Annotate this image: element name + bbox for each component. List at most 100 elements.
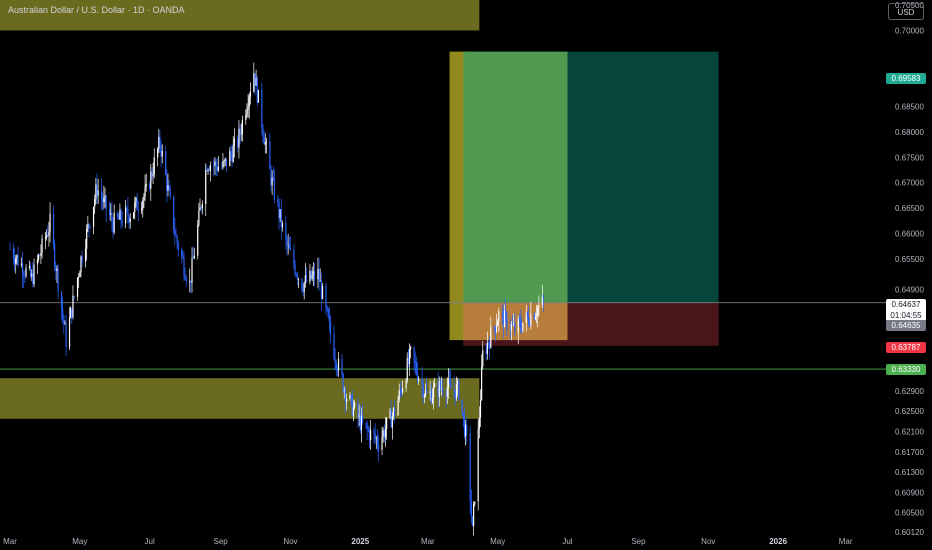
- candle-body: [175, 234, 177, 237]
- demand-zone: [0, 378, 480, 419]
- candle-body: [297, 278, 300, 280]
- candle-body: [281, 223, 284, 228]
- candle-body: [509, 329, 511, 331]
- candle-body: [214, 161, 216, 166]
- candle-body: [537, 307, 539, 316]
- candle-body: [470, 501, 472, 517]
- candle-body: [369, 429, 372, 441]
- candle-body: [381, 437, 383, 450]
- price-tick: 0.66500: [895, 204, 924, 213]
- candle-body: [224, 158, 226, 161]
- candle-body: [216, 166, 218, 171]
- candle-body: [137, 210, 139, 211]
- candle-body: [207, 170, 209, 171]
- candle-body: [405, 380, 407, 389]
- time-tick: Nov: [283, 537, 297, 546]
- candle-body: [150, 171, 152, 189]
- candle-body: [466, 424, 468, 434]
- candle-body: [303, 282, 305, 292]
- candle-body: [271, 177, 273, 186]
- candle-body: [525, 312, 527, 323]
- candle-body: [190, 280, 192, 283]
- candle-body: [447, 378, 450, 388]
- candle-body: [373, 429, 375, 434]
- candle-body: [176, 236, 178, 244]
- candle-body: [71, 308, 73, 318]
- candle-body: [206, 169, 208, 171]
- candle-body: [253, 73, 255, 92]
- candle-body: [422, 384, 424, 398]
- candle-body: [23, 275, 25, 277]
- currency-button[interactable]: USD: [888, 3, 924, 20]
- candle-body: [265, 141, 268, 143]
- candle-body: [192, 257, 194, 259]
- candle-body: [326, 306, 328, 310]
- time-tick: Sep: [214, 537, 229, 546]
- candle-body: [397, 399, 399, 416]
- candle-body: [191, 257, 193, 283]
- candle-body: [73, 295, 75, 297]
- candle-body: [289, 248, 292, 250]
- price-tick: 0.62900: [895, 387, 924, 396]
- time-tick: Mar: [3, 537, 17, 546]
- candle-body: [522, 322, 524, 331]
- candle-body: [119, 209, 121, 220]
- candle-body: [305, 275, 308, 282]
- candle-body: [9, 248, 11, 250]
- candle-body: [238, 128, 240, 148]
- candles-layer: [9, 62, 545, 536]
- candle-body: [535, 315, 538, 317]
- candle-body: [442, 388, 444, 394]
- candle-body: [100, 190, 103, 199]
- candle-body: [54, 243, 56, 267]
- candle-body: [337, 358, 340, 371]
- candle-body: [94, 199, 96, 208]
- candle-body: [366, 424, 368, 430]
- candle-body: [495, 325, 498, 332]
- candle-body: [533, 314, 535, 320]
- candle-body: [233, 138, 235, 146]
- candle-body: [353, 402, 356, 408]
- candle-body: [126, 207, 128, 209]
- symbol-title: Australian Dollar / U.S. Dollar · 1D · O…: [8, 5, 185, 15]
- candle-body: [429, 391, 431, 394]
- profit-highlight: [463, 51, 568, 303]
- candle-body: [36, 259, 39, 265]
- candle-body: [408, 349, 411, 364]
- candle-body: [302, 290, 304, 292]
- candle-body: [448, 378, 451, 382]
- current-price-label: 0.64637 01:04:55: [886, 299, 926, 321]
- candle-body: [112, 221, 114, 233]
- candle-body: [311, 274, 313, 279]
- candle-body: [246, 109, 248, 115]
- candle-body: [343, 389, 345, 392]
- candle-body: [518, 318, 521, 321]
- candle-body: [159, 136, 161, 146]
- position-layer: [449, 51, 719, 346]
- candle-body: [38, 255, 40, 260]
- candle-body: [329, 321, 332, 335]
- candle-body: [413, 346, 415, 361]
- candle-body: [72, 295, 74, 318]
- candle-body: [503, 310, 506, 328]
- price-tick: 0.61300: [895, 468, 924, 477]
- stop-price-label: 0.63787: [886, 342, 926, 353]
- candle-body: [95, 184, 97, 200]
- candle-body: [25, 267, 27, 276]
- candle-body: [240, 133, 242, 135]
- candle-body: [144, 186, 146, 196]
- time-tick: May: [72, 537, 87, 546]
- candle-body: [439, 381, 442, 389]
- candle-body: [128, 216, 130, 223]
- candle-body: [230, 151, 232, 154]
- candle-body: [501, 311, 503, 312]
- candle-body: [461, 399, 463, 413]
- time-tick: Mar: [421, 537, 435, 546]
- candle-body: [359, 414, 361, 431]
- candle-body: [173, 196, 175, 231]
- candle-body: [149, 183, 151, 189]
- candle-body: [399, 389, 401, 391]
- candle-body: [514, 323, 516, 333]
- candle-body: [394, 408, 396, 416]
